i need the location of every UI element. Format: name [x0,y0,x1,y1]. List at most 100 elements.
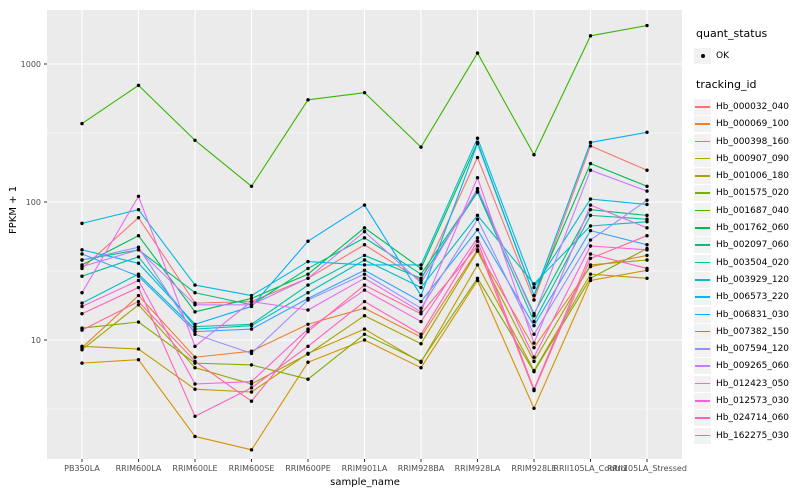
data-point [249,386,254,390]
data-point [193,387,197,391]
data-point [136,255,141,259]
data-point [193,414,197,418]
data-point [136,233,141,238]
data-point [532,355,536,359]
data-point [362,268,367,272]
legend-item-label: Hb_006573_220 [716,292,790,303]
data-point [588,252,593,256]
data-point [588,203,593,207]
data-point [249,448,254,452]
legend-item-label: Hb_024714_060 [716,413,790,424]
legend-item-label: Hb_012573_030 [716,395,790,406]
data-point [645,243,649,247]
legend-item-Hb_003929_120: Hb_003929_120 [694,271,800,288]
legend-item-label: Hb_000032_040 [716,101,790,112]
legend-item-Hb_000907_090: Hb_000907_090 [694,150,800,167]
data-point [362,299,367,304]
data-point [588,213,593,218]
legend-items: Hb_000032_040 Hb_000069_100 Hb_000398_160 H… [694,98,800,444]
data-point [136,194,141,198]
line-swatch-icon [694,150,711,167]
data-point [362,258,367,262]
legend-item-label: Hb_001762_060 [716,223,790,234]
data-point [80,221,84,226]
data-point [306,259,310,264]
legend-item-label: Hb_000069_100 [716,119,790,130]
data-point [419,365,423,370]
legend-item-Hb_024714_060: Hb_024714_060 [694,410,800,427]
legend-item-Hb_006831_030: Hb_006831_030 [694,306,800,323]
line-swatch-icon [694,116,711,133]
data-point [193,138,197,142]
line-swatch-icon [694,133,711,150]
legend-item-Hb_162275_030: Hb_162275_030 [694,427,800,444]
line-swatch-icon [694,375,711,392]
data-point [475,141,480,146]
x-tick-label: RRII105LA_Control [553,464,627,473]
data-point [475,276,480,280]
data-point [249,323,254,328]
data-point [249,351,254,356]
data-point [80,291,84,295]
data-point [306,327,310,331]
data-point [532,369,536,374]
legend-title-tracking-id: tracking_id [696,78,757,92]
data-point [532,332,536,336]
data-point [475,217,480,221]
data-point [532,319,536,324]
data-point [193,434,197,439]
x-tick-label: RRIM600LA [116,464,162,473]
data-point [475,239,480,243]
data-point [419,359,423,364]
data-point [136,248,141,252]
data-point [249,327,254,331]
data-point [249,399,254,403]
legend-item-Hb_001762_060: Hb_001762_060 [694,219,800,237]
data-point [419,319,423,324]
x-axis-title: sample_name [330,477,400,488]
data-point [475,190,480,194]
data-point [475,236,480,240]
data-point [136,83,141,88]
data-point [588,207,593,212]
y-tick-label: 1000 [21,60,41,69]
data-point [362,272,367,276]
data-point [588,144,593,148]
data-point [136,285,141,290]
data-point [249,303,254,307]
data-point [645,266,649,271]
data-point [306,276,310,280]
line-swatch-icon [694,185,711,202]
data-point [306,360,310,364]
data-point [645,189,649,193]
data-point [419,145,423,149]
data-point [588,161,593,166]
data-point [475,263,480,267]
data-point [532,388,536,393]
data-point [136,261,141,265]
data-point [306,272,310,276]
data-point [532,341,536,345]
data-point [193,283,197,287]
data-point [475,186,480,191]
data-point [80,304,84,309]
data-point [645,258,649,262]
data-point [645,130,649,134]
data-point [306,283,310,287]
legend: quant_status OK tracking_id Hb_000032_04… [694,27,800,444]
data-point [249,296,254,301]
legend-item-label: Hb_012423_050 [716,378,790,389]
legend-item-label: Hb_006831_030 [716,309,790,320]
legend-item-Hb_001006_180: Hb_001006_180 [694,167,800,185]
data-point [362,332,367,336]
legend-item-label: Hb_007594_120 [716,344,790,355]
data-point [475,227,480,232]
data-point [645,248,649,252]
line-swatch-icon [694,427,711,444]
data-point [136,303,141,307]
data-point [419,281,423,285]
legend-item-Hb_003504_020: Hb_003504_020 [694,254,800,271]
data-point [362,288,367,292]
data-point [419,306,423,310]
